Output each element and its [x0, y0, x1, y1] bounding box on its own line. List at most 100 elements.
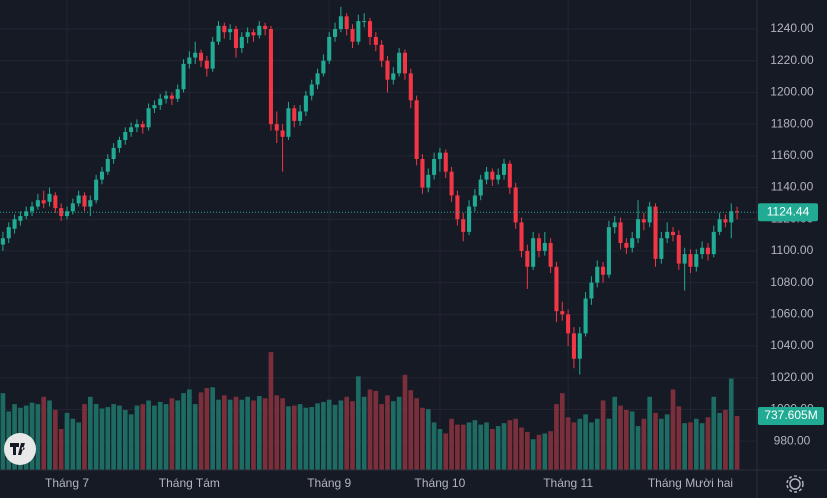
volume-bar [82, 404, 87, 470]
volume-bar [256, 396, 262, 470]
volume-bar [478, 424, 484, 470]
volume-bar [554, 404, 559, 470]
candle-body [274, 124, 279, 131]
y-tick-label: 1240.00 [770, 21, 814, 35]
candle-body [670, 231, 676, 236]
candle-body [630, 238, 635, 248]
y-tick-label: 1020.00 [770, 370, 814, 384]
volume-bar [693, 418, 699, 470]
candle-body [542, 243, 547, 251]
candle-body [461, 219, 466, 232]
volume-bar [41, 396, 47, 470]
volume-bar [344, 396, 350, 470]
volume-bar [157, 401, 163, 470]
volume-bar [350, 401, 355, 470]
y-tick-label: 1160.00 [771, 148, 814, 162]
candle-body [397, 52, 402, 74]
candle-body [612, 222, 617, 228]
candle-body [187, 57, 192, 64]
candle-body [292, 108, 297, 121]
last-price-label: 1124.44 [767, 204, 810, 218]
volume-bar [472, 420, 478, 470]
x-tick-label: Tháng 11 [543, 476, 593, 490]
volume-bar [688, 422, 693, 470]
volume-bar [565, 417, 571, 470]
candle-body [257, 25, 262, 36]
volume-bar [99, 408, 105, 470]
candle-body [700, 247, 705, 255]
candle-body [385, 60, 390, 80]
candle-body [589, 282, 594, 299]
candle-body [717, 219, 722, 232]
x-tick-label: Tháng 10 [415, 476, 466, 490]
volume-bar [717, 412, 722, 470]
candle-body [263, 25, 268, 30]
volume-bar [624, 409, 629, 470]
candle-body [688, 254, 693, 267]
volume-bar [128, 414, 134, 470]
volume-bar [513, 418, 518, 470]
candle-body [426, 174, 431, 188]
candle-body [204, 60, 209, 69]
volume-bar [367, 389, 373, 470]
candle-body [391, 73, 396, 80]
volume-bar [0, 393, 6, 470]
volume-bar [321, 401, 326, 470]
volume-bar [583, 414, 588, 470]
volume-bar [233, 396, 239, 470]
candle-body [711, 231, 716, 255]
volume-bar [192, 404, 198, 470]
candle-body [472, 195, 477, 207]
volume-bar [600, 400, 606, 470]
candle-body [0, 238, 5, 245]
volume-bar [29, 402, 35, 470]
candle-body [513, 187, 518, 223]
last-price-box [758, 203, 818, 222]
y-tick-label: 980.00 [774, 433, 811, 447]
candle-body [181, 63, 186, 90]
volume-label-box [758, 407, 824, 426]
candle-body [164, 95, 169, 99]
candle-body [123, 132, 128, 140]
volume-bar [653, 412, 658, 470]
candle-body [99, 171, 105, 180]
volume-bar [303, 407, 309, 470]
candle-body [595, 266, 600, 283]
volume-bar [705, 417, 711, 470]
volume-bar [618, 405, 623, 470]
volume-bar [175, 400, 181, 470]
candle-body [501, 163, 507, 175]
candle-body [449, 171, 454, 196]
candle-body [24, 211, 29, 217]
candle-body [414, 100, 419, 159]
volume-bar [559, 393, 565, 470]
volume-bar [571, 422, 577, 470]
candle-body [245, 32, 250, 37]
candle-body [111, 147, 116, 159]
volume-bar [676, 406, 682, 470]
candle-body [601, 266, 606, 275]
candle-body [327, 36, 332, 61]
volume-bar [356, 376, 361, 470]
volume-bar [659, 418, 664, 470]
candle-body [315, 73, 320, 85]
candle-body [432, 158, 437, 175]
candle-body [134, 124, 139, 128]
candle-body [571, 333, 576, 359]
candle-body [467, 206, 472, 232]
volume-bar [87, 396, 93, 470]
volume-bar [210, 387, 216, 470]
candle-body [653, 206, 658, 259]
volume-bar [326, 399, 332, 470]
candle-body [105, 158, 110, 172]
candle-body [443, 152, 448, 172]
volume-bar [408, 390, 414, 470]
candle-body [735, 211, 740, 213]
volume-bar [111, 404, 116, 470]
settings-icon[interactable] [786, 475, 804, 493]
volume-bar [612, 396, 618, 470]
candle-body [35, 200, 40, 207]
volume-bar [53, 409, 58, 470]
volume-bar [664, 414, 670, 470]
volume-bar [594, 418, 600, 470]
